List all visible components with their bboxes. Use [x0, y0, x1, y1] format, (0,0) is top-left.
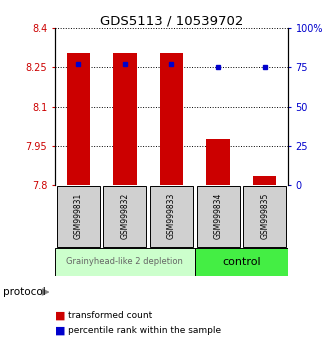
Bar	[160, 53, 183, 185]
FancyBboxPatch shape	[57, 185, 100, 247]
FancyBboxPatch shape	[197, 185, 239, 247]
Text: transformed count: transformed count	[68, 311, 153, 320]
Text: Grainyhead-like 2 depletion: Grainyhead-like 2 depletion	[67, 257, 183, 266]
Bar	[67, 53, 90, 185]
Bar	[113, 53, 137, 185]
Bar	[253, 176, 276, 185]
FancyBboxPatch shape	[150, 185, 193, 247]
Text: protocol: protocol	[3, 287, 46, 297]
Text: GSM999831: GSM999831	[74, 193, 83, 239]
Text: percentile rank within the sample: percentile rank within the sample	[68, 326, 221, 336]
Title: GDS5113 / 10539702: GDS5113 / 10539702	[100, 14, 243, 27]
Text: control: control	[222, 257, 261, 267]
Text: GSM999834: GSM999834	[213, 193, 223, 240]
Text: GSM999832: GSM999832	[120, 193, 130, 239]
FancyBboxPatch shape	[104, 185, 146, 247]
Text: GSM999833: GSM999833	[167, 193, 176, 240]
FancyBboxPatch shape	[55, 248, 195, 275]
Text: ■: ■	[55, 326, 66, 336]
FancyBboxPatch shape	[243, 185, 286, 247]
Text: ■: ■	[55, 311, 66, 321]
Bar	[206, 139, 230, 185]
FancyBboxPatch shape	[195, 248, 288, 275]
Text: GSM999835: GSM999835	[260, 193, 269, 240]
